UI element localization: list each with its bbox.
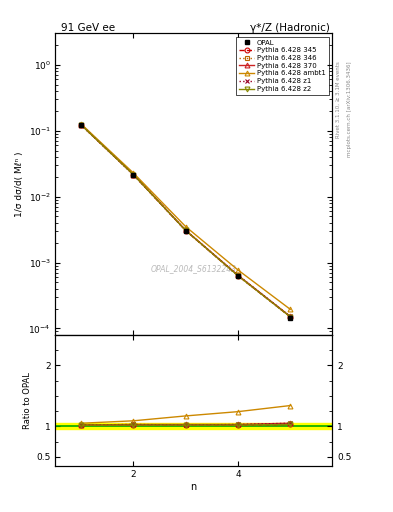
Text: 91 GeV ee: 91 GeV ee bbox=[61, 23, 115, 33]
Legend: OPAL, Pythia 6.428 345, Pythia 6.428 346, Pythia 6.428 370, Pythia 6.428 ambt1, : OPAL, Pythia 6.428 345, Pythia 6.428 346… bbox=[236, 37, 329, 95]
Y-axis label: Ratio to OPAL: Ratio to OPAL bbox=[23, 372, 32, 429]
Bar bbox=[55, 423, 332, 430]
X-axis label: n: n bbox=[191, 482, 196, 492]
Text: γ*/Z (Hadronic): γ*/Z (Hadronic) bbox=[250, 23, 330, 33]
Y-axis label: 1/σ dσ/d( Mℓⁿ ): 1/σ dσ/d( Mℓⁿ ) bbox=[15, 152, 24, 217]
Text: OPAL_2004_S6132243: OPAL_2004_S6132243 bbox=[151, 264, 237, 273]
Text: Rivet 3.1.10, ≥ 3.1M events: Rivet 3.1.10, ≥ 3.1M events bbox=[336, 61, 341, 138]
Text: mcplots.cern.ch [arXiv:1306.3436]: mcplots.cern.ch [arXiv:1306.3436] bbox=[347, 61, 352, 157]
